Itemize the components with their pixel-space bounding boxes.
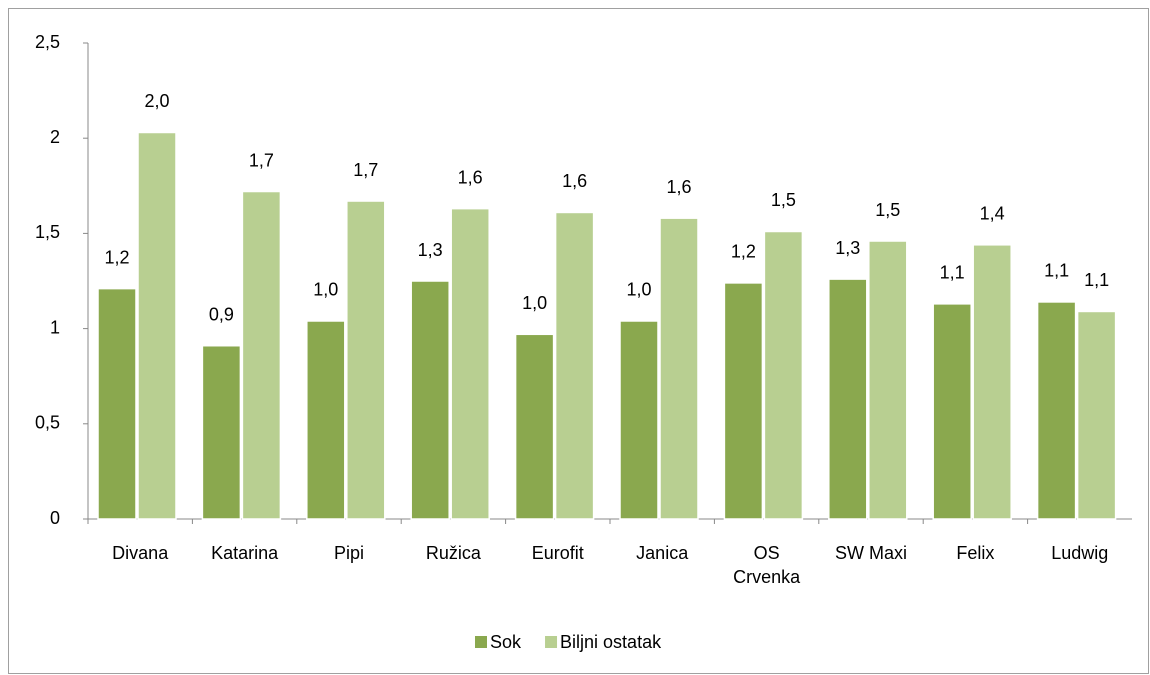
bar xyxy=(1076,310,1117,520)
data-label: 1,5 xyxy=(875,200,900,220)
data-label: 0,9 xyxy=(209,304,234,324)
x-tick-label: SW Maxi xyxy=(835,543,907,563)
bar xyxy=(723,282,764,520)
y-tick-label: 2 xyxy=(50,127,60,147)
data-label: 1,2 xyxy=(104,247,129,267)
y-tick-label: 0 xyxy=(50,508,60,528)
chart-border xyxy=(8,8,1149,674)
x-tick-label: Katarina xyxy=(211,543,279,563)
bar xyxy=(410,280,450,520)
data-label: 1,0 xyxy=(626,280,651,300)
bar xyxy=(241,190,282,520)
data-label: 1,6 xyxy=(666,177,691,197)
data-label: 2,0 xyxy=(144,91,169,111)
y-tick-label: 0,5 xyxy=(35,413,60,433)
y-tick-label: 1,5 xyxy=(35,222,60,242)
bar xyxy=(619,320,659,520)
x-tick-label: OS Crvenka xyxy=(733,543,801,587)
data-label: 1,1 xyxy=(1044,261,1069,281)
bar xyxy=(514,333,555,520)
bar xyxy=(763,230,804,520)
y-tick-label: 1 xyxy=(50,317,60,337)
data-label: 1,0 xyxy=(522,293,547,313)
bar xyxy=(1036,301,1077,520)
bar xyxy=(868,240,908,520)
x-tick-label: Janica xyxy=(636,543,689,563)
bar xyxy=(97,287,137,520)
data-label: 1,2 xyxy=(731,242,756,262)
x-tick-label: Ludwig xyxy=(1051,543,1109,563)
bar xyxy=(972,244,1012,520)
x-tick-label: Pipi xyxy=(333,543,364,563)
x-tick-label: Eurofit xyxy=(531,543,584,563)
data-label: 1,6 xyxy=(562,171,587,191)
data-label: 1,4 xyxy=(980,204,1005,224)
bar xyxy=(346,200,386,520)
y-tick-label: 2,5 xyxy=(35,32,60,52)
x-tick-label: Ružica xyxy=(425,543,481,563)
data-label: 1,7 xyxy=(249,150,274,170)
legend-label: Biljni ostatak xyxy=(560,632,662,652)
data-label: 1,0 xyxy=(313,280,338,300)
data-label: 1,1 xyxy=(940,263,965,283)
data-label: 1,3 xyxy=(835,238,860,258)
x-tick-label: Felix xyxy=(956,543,995,563)
x-tick-label: Divana xyxy=(112,543,169,563)
bar xyxy=(554,211,595,520)
bar xyxy=(201,344,242,520)
bar xyxy=(932,303,972,520)
bar xyxy=(450,207,490,520)
bar xyxy=(306,320,346,520)
data-label: 1,5 xyxy=(771,190,796,210)
data-label: 1,6 xyxy=(458,167,483,187)
data-label: 1,7 xyxy=(353,160,378,180)
bar xyxy=(137,131,177,520)
data-label: 1,3 xyxy=(418,240,443,260)
bar xyxy=(828,278,868,520)
legend-swatch xyxy=(475,636,487,648)
legend-swatch xyxy=(545,636,558,648)
data-label: 1,1 xyxy=(1084,270,1109,290)
bar xyxy=(659,217,699,520)
legend-label: Sok xyxy=(490,632,522,652)
